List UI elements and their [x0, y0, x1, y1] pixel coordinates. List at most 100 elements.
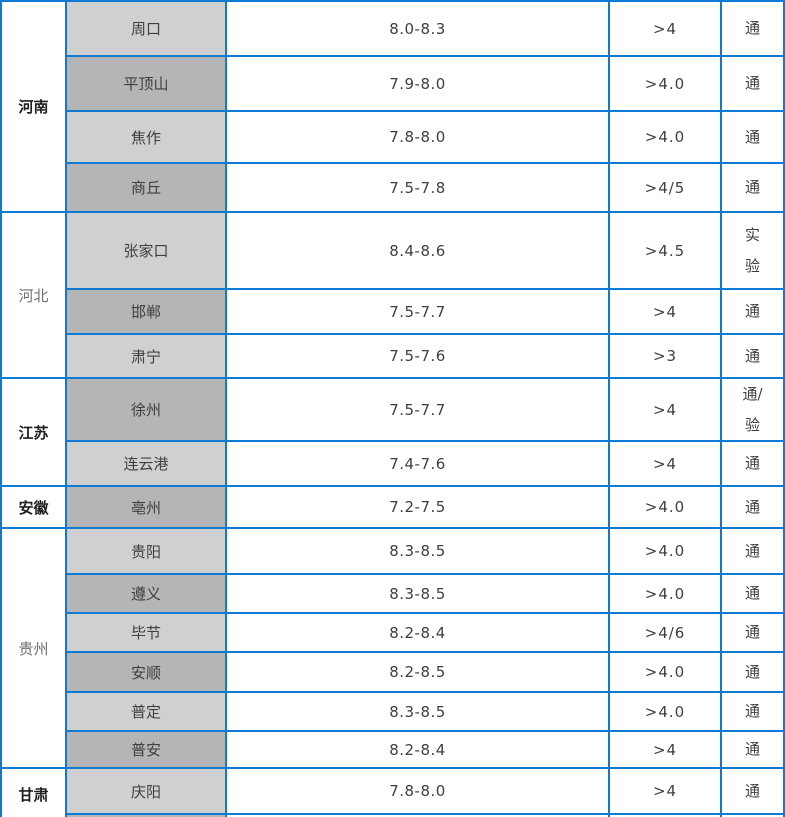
province-group: 甘肃 庆阳 7.8-8.0 >4 通	[2, 769, 783, 817]
table-row: 遵义 8.3-8.5 >4.0 通	[67, 575, 783, 614]
spec-cell: >4	[610, 2, 722, 55]
province-cell: 安徽	[2, 487, 67, 529]
status-cell: 通	[722, 335, 783, 377]
province-cell: 河北	[2, 213, 67, 379]
spec-cell: >4	[610, 732, 722, 767]
status-cell: 通	[722, 769, 783, 813]
price-range-cell: 8.3-8.5	[227, 529, 610, 573]
status-line: 通	[744, 584, 760, 602]
status-line: 通	[744, 662, 760, 681]
table-row-partial	[67, 815, 783, 817]
spec-cell: >4.0	[610, 653, 722, 691]
table-row: 张家口 8.4-8.6 >4.5 实验	[67, 213, 783, 290]
price-range-cell: 7.2-7.5	[227, 487, 610, 527]
table-row: 普安 8.2-8.4 >4 通	[67, 732, 783, 769]
table-row: 肃宁 7.5-7.6 >3 通	[67, 335, 783, 379]
table-row: 毕节 8.2-8.4 >4/6 通	[67, 614, 783, 653]
spec-cell: >4/5	[610, 164, 722, 211]
city-cell: 普定	[67, 693, 227, 730]
city-cell: 安顺	[67, 653, 227, 691]
status-cell: 通	[722, 442, 783, 485]
price-range-cell: 7.8-8.0	[227, 112, 610, 162]
spec-cell: >4.0	[610, 57, 722, 110]
table-row: 邯郸 7.5-7.7 >4 通	[67, 290, 783, 335]
table-row: 庆阳 7.8-8.0 >4 通	[67, 769, 783, 815]
city-cell: 平顶山	[67, 57, 227, 110]
city-cell: 亳州	[67, 487, 227, 527]
price-range-cell: 7.8-8.0	[227, 769, 610, 813]
price-range-cell: 7.5-7.6	[227, 335, 610, 377]
group-rows: 徐州 7.5-7.7 >4 通/验连云港 7.4-7.6 >4 通	[67, 379, 783, 487]
city-cell: 庆阳	[67, 769, 227, 813]
price-range-cell: 7.5-7.8	[227, 164, 610, 211]
spec-cell: >4.0	[610, 112, 722, 162]
status-line: 通	[744, 74, 760, 92]
province-group: 贵州 贵阳 8.3-8.5 >4.0 通遵义 8.3-8.5 >4.0 通毕节 8.2-8.4 >…	[2, 529, 783, 769]
city-cell: 商丘	[67, 164, 227, 211]
spec-cell: >4.5	[610, 213, 722, 288]
status-cell: 通/验	[722, 379, 783, 440]
spec-cell: >3	[610, 335, 722, 377]
city-cell: 周口	[67, 2, 227, 55]
status-cell: 通	[722, 112, 783, 162]
table-row: 亳州 7.2-7.5 >4.0 通	[67, 487, 783, 529]
status-cell: 通	[722, 57, 783, 110]
status-cell: 通	[722, 164, 783, 211]
status-line: 通	[744, 740, 760, 758]
province-group: 江苏 徐州 7.5-7.7 >4 通/验连云港 7.4-7.6 >4 通	[2, 379, 783, 487]
status-line: 实	[744, 225, 760, 244]
price-range-cell	[227, 815, 610, 817]
spec-cell: >4.0	[610, 693, 722, 730]
price-range-cell: 8.2-8.5	[227, 653, 610, 691]
price-range-cell: 8.3-8.5	[227, 575, 610, 612]
province-group: 河北 张家口 8.4-8.6 >4.5 实验邯郸 7.5-7.7 >4 通肃宁 7.5-7.6 >…	[2, 213, 783, 379]
status-cell: 通	[722, 487, 783, 527]
status-line: 通	[744, 541, 760, 560]
spec-cell: >4.0	[610, 487, 722, 527]
city-cell: 贵阳	[67, 529, 227, 573]
group-rows: 亳州 7.2-7.5 >4.0 通	[67, 487, 783, 529]
price-range-cell: 7.9-8.0	[227, 57, 610, 110]
price-range-cell: 8.2-8.4	[227, 614, 610, 651]
price-range-cell: 7.4-7.6	[227, 442, 610, 485]
province-group: 河南 周口 8.0-8.3 >4 通平顶山 7.9-8.0 >4.0 通焦作 7.8-8.0 >4…	[2, 2, 783, 213]
table-row: 连云港 7.4-7.6 >4 通	[67, 442, 783, 487]
group-rows: 周口 8.0-8.3 >4 通平顶山 7.9-8.0 >4.0 通焦作 7.8-8.0 >4.0…	[67, 2, 783, 213]
status-line: 通	[744, 781, 760, 800]
status-cell: 通	[722, 290, 783, 333]
city-cell: 毕节	[67, 614, 227, 651]
status-line: 通/	[742, 384, 763, 403]
city-cell: 焦作	[67, 112, 227, 162]
province-cell: 甘肃	[2, 769, 67, 817]
table-row: 焦作 7.8-8.0 >4.0 通	[67, 112, 783, 164]
status-cell: 实验	[722, 213, 783, 288]
table-row: 商丘 7.5-7.8 >4/5 通	[67, 164, 783, 213]
status-line: 通	[744, 127, 760, 146]
table-row: 安顺 8.2-8.5 >4.0 通	[67, 653, 783, 693]
status-line: 通	[744, 302, 760, 320]
group-rows: 贵阳 8.3-8.5 >4.0 通遵义 8.3-8.5 >4.0 通毕节 8.2-8.4 >4/…	[67, 529, 783, 769]
city-cell: 普安	[67, 732, 227, 767]
status-line: 通	[744, 623, 760, 641]
status-line: 通	[744, 454, 760, 472]
spec-cell: >4.0	[610, 575, 722, 612]
group-rows: 庆阳 7.8-8.0 >4 通	[67, 769, 783, 817]
status-line: 验	[744, 415, 760, 434]
status-cell: 通	[722, 732, 783, 767]
status-cell: 通	[722, 653, 783, 691]
price-range-cell: 7.5-7.7	[227, 379, 610, 440]
city-cell	[67, 815, 227, 817]
group-rows: 张家口 8.4-8.6 >4.5 实验邯郸 7.5-7.7 >4 通肃宁 7.5-7.6 >3 通	[67, 213, 783, 379]
city-cell: 遵义	[67, 575, 227, 612]
province-cell: 河南	[2, 2, 67, 213]
spec-cell	[610, 815, 722, 817]
spec-cell: >4	[610, 442, 722, 485]
city-cell: 张家口	[67, 213, 227, 288]
city-cell: 连云港	[67, 442, 227, 485]
spec-cell: >4	[610, 379, 722, 440]
status-line: 通	[744, 702, 760, 720]
province-cell: 贵州	[2, 529, 67, 769]
status-line: 通	[744, 19, 760, 37]
price-range-cell: 8.0-8.3	[227, 2, 610, 55]
